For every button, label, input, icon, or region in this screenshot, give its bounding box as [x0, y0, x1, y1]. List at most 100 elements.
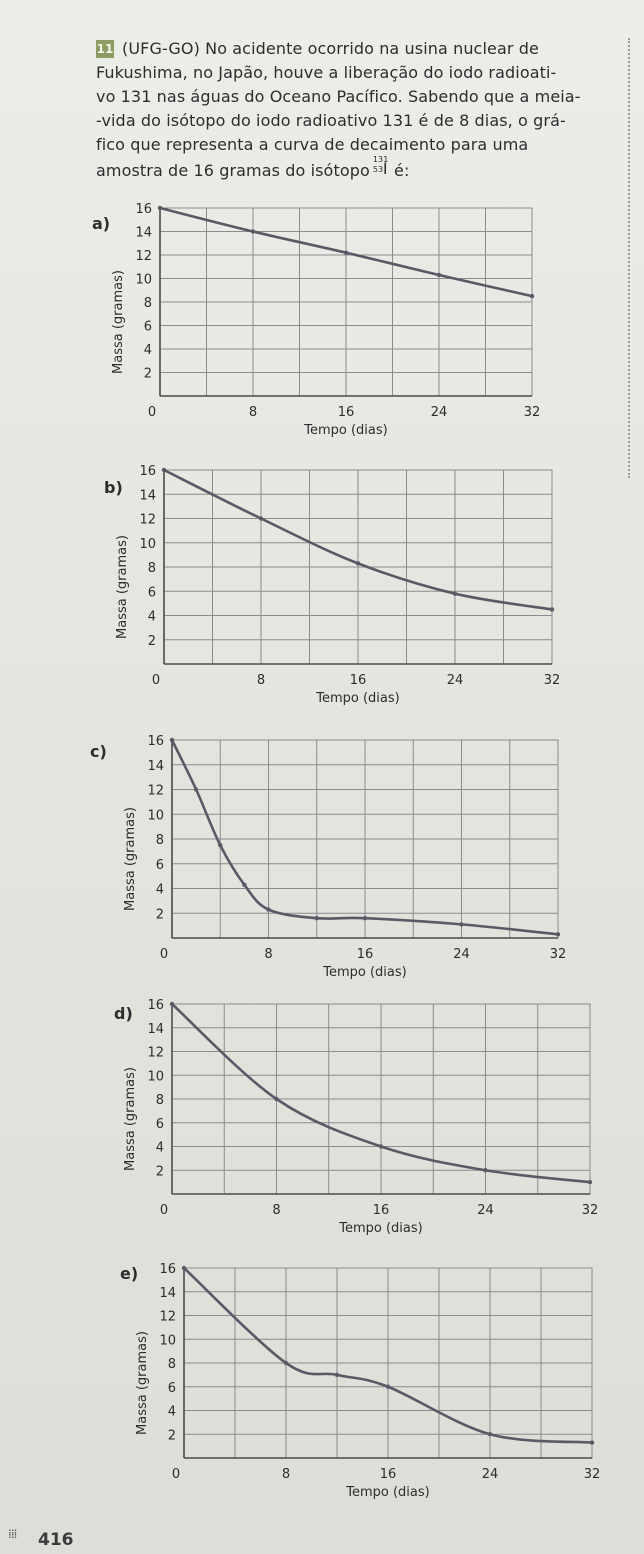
y-axis-label: Massa (gramas) [135, 1331, 150, 1435]
x-axis-label: Tempo (dias) [315, 691, 399, 706]
y-tick-label: 8 [168, 1357, 176, 1372]
y-tick-label: 6 [168, 1381, 176, 1396]
x-tick-label: 8 [272, 1203, 280, 1218]
margin-rule [628, 38, 630, 478]
y-tick-label: 6 [148, 585, 156, 600]
data-point [362, 916, 368, 921]
y-tick-label: 6 [144, 320, 152, 335]
y-tick-label: 2 [168, 1428, 176, 1443]
y-tick-label: 8 [156, 833, 164, 848]
y-tick-label: 16 [135, 202, 152, 217]
y-tick-label: 14 [135, 226, 152, 241]
x-tick-label: 16 [380, 1467, 397, 1482]
x-axis-label: Tempo (dias) [322, 965, 406, 980]
question-line-1: (UFG-GO) No acidente ocorrido na usina n… [122, 39, 539, 58]
isotope-notation: 131 53 I [373, 156, 389, 178]
y-axis-label: Massa (gramas) [111, 270, 126, 374]
x-tick-label: 16 [373, 1203, 390, 1218]
y-tick-label: 4 [156, 883, 164, 898]
question-line-4: -vida do isótopo do iodo radioativo 131 … [96, 111, 566, 130]
x-axis-label: Tempo (dias) [345, 1485, 429, 1500]
x-tick-label: 24 [482, 1467, 499, 1482]
page-number: 416 [38, 1530, 74, 1550]
y-tick-label: 10 [159, 1333, 176, 1348]
data-point [181, 1265, 187, 1271]
y-axis-label: Massa (gramas) [115, 535, 130, 639]
data-point [555, 932, 561, 937]
data-point [529, 293, 535, 299]
data-point [487, 1432, 493, 1437]
y-tick-label: 12 [135, 249, 152, 264]
x-tick-label: 8 [249, 405, 257, 420]
option-letter-a: a) [92, 214, 111, 233]
question-number-badge: 11 [96, 40, 114, 58]
data-point [343, 250, 349, 255]
y-tick-label: 2 [148, 634, 156, 649]
data-point [459, 922, 464, 927]
option-letter-c: c) [90, 742, 107, 761]
x-tick-label: 0 [160, 1203, 168, 1218]
y-tick-label: 10 [147, 808, 164, 823]
data-point [483, 1168, 488, 1173]
option-letter-e: e) [120, 1264, 139, 1283]
x-tick-label: 32 [544, 673, 561, 688]
data-point [589, 1440, 595, 1445]
data-point [161, 467, 167, 473]
isotope-symbol: I [382, 159, 388, 178]
option-letter-b: b) [104, 478, 123, 497]
footer-dots-icon: ⁞⁞⁞ [8, 1527, 18, 1541]
y-tick-label: 6 [156, 858, 164, 873]
y-tick-label: 16 [147, 998, 164, 1013]
x-tick-label: 16 [357, 947, 374, 962]
data-point [549, 607, 555, 612]
data-point [250, 229, 256, 234]
data-point [274, 1096, 279, 1102]
data-point [242, 882, 247, 887]
decay-curve [170, 738, 560, 936]
y-tick-label: 8 [144, 296, 152, 311]
x-tick-label: 8 [264, 947, 272, 962]
question-line-6: amostra de 16 gramas do isótopo 131 53 I é: [96, 156, 409, 181]
y-tick-label: 8 [148, 561, 156, 576]
data-point [218, 842, 223, 848]
y-axis-label: Massa (gramas) [123, 807, 138, 911]
x-tick-label: 32 [524, 405, 541, 420]
y-tick-label: 14 [147, 759, 164, 774]
option-letter-d: d) [114, 1004, 133, 1023]
y-tick-label: 14 [139, 488, 156, 503]
x-tick-label: 24 [477, 1203, 494, 1218]
y-tick-label: 6 [156, 1117, 164, 1132]
y-tick-label: 2 [156, 1164, 164, 1179]
x-axis-label: Tempo (dias) [303, 423, 387, 438]
y-tick-label: 12 [159, 1310, 176, 1325]
x-tick-label: 32 [584, 1467, 601, 1482]
x-tick-label: 16 [338, 405, 355, 420]
data-point [169, 737, 175, 743]
question-line-3: vo 131 nas águas do Oceano Pacífico. Sab… [96, 87, 581, 106]
data-point [385, 1384, 391, 1389]
y-tick-label: 4 [168, 1405, 176, 1420]
x-tick-label: 24 [453, 947, 470, 962]
x-tick-label: 0 [148, 405, 156, 420]
y-tick-label: 16 [139, 464, 156, 479]
y-tick-label: 2 [156, 907, 164, 922]
y-tick-label: 10 [139, 537, 156, 552]
y-tick-label: 2 [144, 367, 152, 382]
x-tick-label: 32 [582, 1203, 599, 1218]
y-tick-label: 14 [159, 1286, 176, 1301]
y-tick-label: 10 [135, 273, 152, 288]
y-tick-label: 12 [139, 513, 156, 528]
y-tick-label: 8 [156, 1093, 164, 1108]
y-tick-label: 4 [156, 1141, 164, 1156]
isotope-mass-number: 131 [372, 155, 389, 164]
question-line-2: Fukushima, no Japão, houve a liberação d… [96, 63, 557, 82]
x-tick-label: 24 [431, 405, 448, 420]
y-tick-label: 12 [147, 1046, 164, 1061]
x-axis-label: Tempo (dias) [338, 1221, 422, 1236]
